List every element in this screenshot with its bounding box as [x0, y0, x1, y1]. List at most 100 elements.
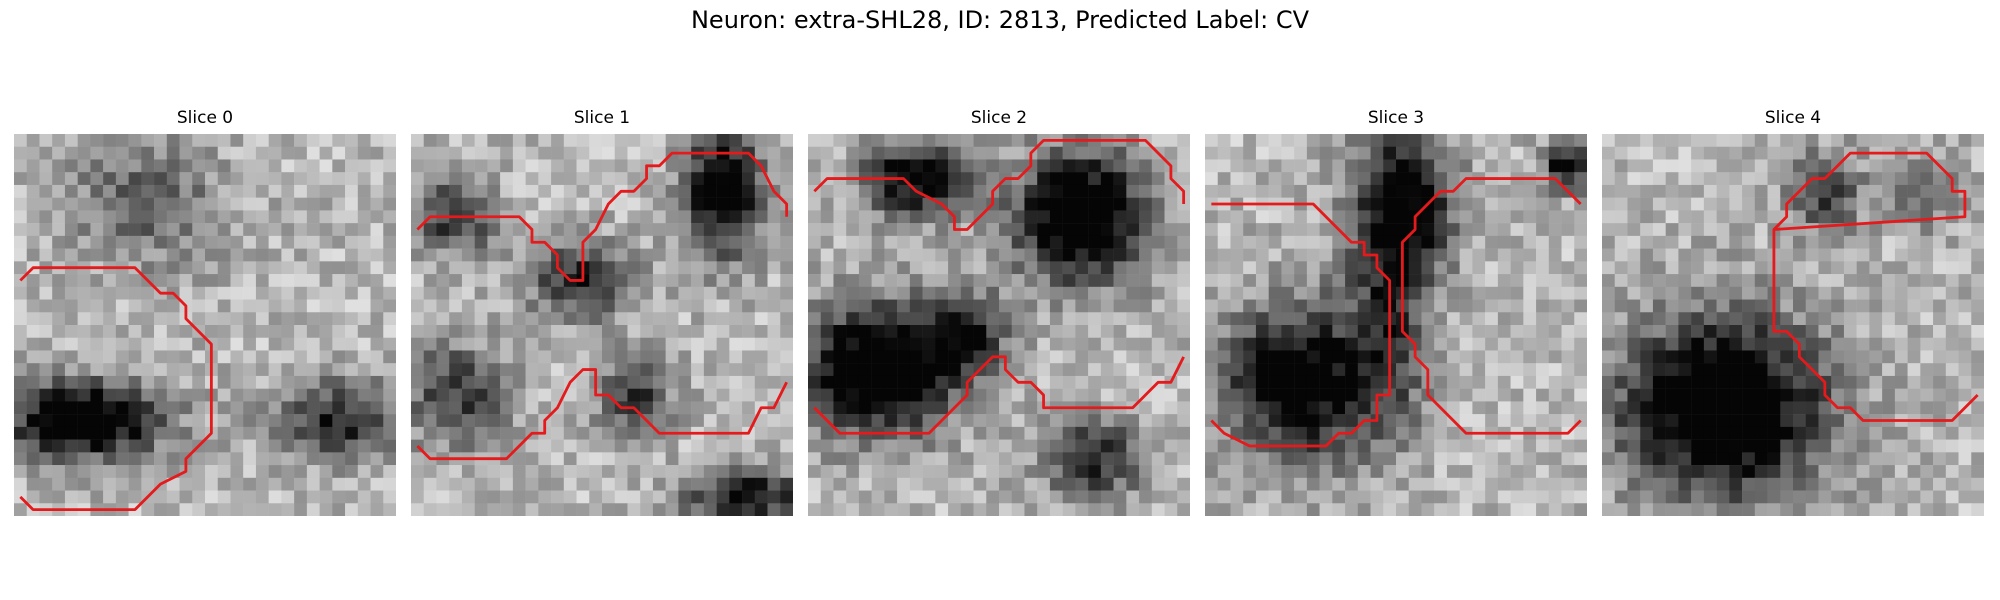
pixel	[960, 363, 974, 377]
pixel	[652, 375, 666, 389]
pixel	[345, 159, 359, 173]
pixel	[1113, 465, 1127, 479]
contour-outline	[813, 138, 1186, 231]
pixel	[52, 375, 66, 389]
pixel	[436, 223, 450, 237]
pixel	[90, 146, 104, 160]
pixel	[90, 172, 104, 186]
pixel	[999, 235, 1012, 249]
pixel	[1332, 452, 1346, 466]
pixel	[1306, 465, 1320, 479]
pixel	[1729, 503, 1743, 516]
pixel	[1255, 235, 1269, 249]
pixel	[128, 465, 142, 479]
pixel	[820, 363, 834, 377]
pixel	[166, 223, 180, 237]
pixel	[255, 261, 269, 275]
pixel	[77, 274, 91, 288]
pixel	[1665, 363, 1679, 377]
pixel	[1205, 363, 1218, 377]
pixel	[411, 134, 424, 147]
pixel	[449, 477, 463, 491]
pixel	[1548, 286, 1562, 300]
pixel	[1151, 325, 1165, 338]
pixel	[922, 286, 936, 300]
pixel	[742, 439, 756, 453]
pixel	[1933, 235, 1947, 249]
pixel	[1793, 299, 1806, 313]
pixel	[1062, 312, 1076, 326]
pixel	[1742, 426, 1756, 440]
pixel	[1434, 235, 1448, 249]
pixel	[1049, 363, 1063, 377]
pixel	[820, 312, 834, 326]
pixel	[1281, 490, 1295, 504]
pixel	[1485, 159, 1499, 173]
pixel	[1561, 210, 1575, 224]
pixel	[742, 477, 756, 491]
pixel	[64, 439, 78, 453]
pixel	[474, 159, 488, 173]
pixel	[1421, 350, 1435, 364]
pixel	[268, 248, 282, 262]
pixel	[780, 401, 793, 415]
pixel	[1678, 388, 1692, 402]
slice-image-0	[14, 134, 396, 516]
pixel	[1396, 363, 1409, 377]
pixel	[103, 159, 117, 173]
pixel	[986, 414, 1000, 428]
pixel	[383, 325, 396, 338]
pixel	[833, 477, 847, 491]
pixel	[1627, 197, 1641, 211]
pixel	[52, 388, 66, 402]
pixel	[678, 490, 692, 504]
pixel	[281, 401, 295, 415]
pixel	[115, 274, 129, 288]
pixel	[525, 414, 539, 428]
pixel	[52, 325, 66, 338]
pixel	[1024, 261, 1038, 275]
pixel	[281, 363, 295, 377]
pixel	[128, 452, 142, 466]
pixel	[1446, 465, 1460, 479]
pixel	[14, 350, 27, 364]
pixel	[1691, 388, 1705, 402]
pixel	[1640, 223, 1654, 237]
pixel	[525, 134, 539, 147]
pixel	[1614, 134, 1628, 147]
pixel	[345, 388, 359, 402]
pixel	[1446, 503, 1460, 516]
pixel	[1037, 274, 1051, 288]
pixel	[449, 350, 463, 364]
pixel	[306, 299, 320, 313]
pixel	[154, 146, 168, 160]
pixel	[1831, 452, 1845, 466]
pixel	[1869, 363, 1883, 377]
pixel	[538, 490, 552, 504]
pixel	[281, 197, 295, 211]
pixel	[512, 337, 526, 351]
pixel	[1869, 465, 1883, 479]
pixel	[1345, 261, 1359, 275]
pixel	[1602, 375, 1615, 389]
pixel	[319, 197, 333, 211]
pixel	[461, 172, 475, 186]
pixel	[1971, 350, 1984, 364]
pixel	[90, 426, 104, 440]
pixel	[871, 197, 885, 211]
pixel	[1421, 261, 1435, 275]
pixel	[1907, 388, 1921, 402]
pixel	[1100, 184, 1114, 198]
pixel	[1037, 197, 1051, 211]
pixel	[1421, 274, 1435, 288]
pixel	[1230, 337, 1244, 351]
pixel	[1126, 197, 1140, 211]
pixel	[948, 134, 962, 147]
pixel	[500, 312, 514, 326]
pixel	[1703, 146, 1717, 160]
pixel	[1383, 159, 1397, 173]
pixel	[1037, 210, 1051, 224]
pixel	[1113, 184, 1127, 198]
pixel	[14, 325, 27, 338]
pixel	[243, 286, 257, 300]
